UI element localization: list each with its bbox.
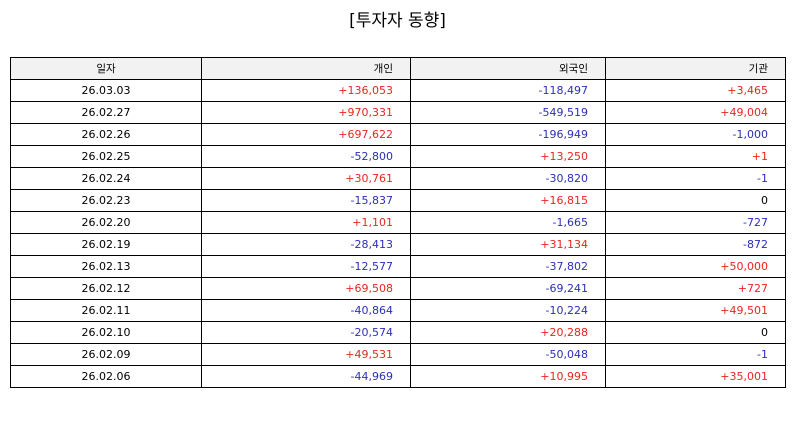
cell-institution: +35,001 (605, 365, 786, 388)
table-row: 26.02.10 -20,574 +20,288 0 (10, 321, 786, 344)
cell-institution: +727 (605, 277, 786, 300)
header-individual: 개인 (201, 57, 411, 80)
cell-date: 26.02.11 (10, 299, 202, 322)
table-row: 26.02.27 +970,331 -549,519 +49,004 (10, 101, 786, 124)
cell-foreign: +13,250 (410, 145, 606, 168)
cell-foreign: -30,820 (410, 167, 606, 190)
cell-individual: +30,761 (201, 167, 411, 190)
cell-foreign: -50,048 (410, 343, 606, 366)
cell-foreign: +31,134 (410, 233, 606, 256)
table-row: 26.02.26 +697,622 -196,949 -1,000 (10, 123, 786, 146)
cell-date: 26.02.19 (10, 233, 202, 256)
cell-institution: 0 (605, 189, 786, 212)
cell-foreign: -37,802 (410, 255, 606, 278)
table-header-row: 일자 개인 외국인 기관 (10, 57, 786, 80)
investor-trend-table: 일자 개인 외국인 기관 26.03.03 +136,053 -118,497 +3,… (10, 57, 786, 388)
cell-institution: +49,004 (605, 101, 786, 124)
cell-date: 26.02.09 (10, 343, 202, 366)
page-title: [투자자 동향] (349, 11, 446, 31)
cell-individual: -40,864 (201, 299, 411, 322)
table-row: 26.02.20 +1,101 -1,665 -727 (10, 211, 786, 234)
cell-date: 26.02.24 (10, 167, 202, 190)
cell-individual: -20,574 (201, 321, 411, 344)
cell-individual: -28,413 (201, 233, 411, 256)
cell-individual: +697,622 (201, 123, 411, 146)
table-row: 26.02.11 -40,864 -10,224 +49,501 (10, 299, 786, 322)
table-body: 26.03.03 +136,053 -118,497 +3,465 26.02.27 +9… (10, 79, 786, 388)
cell-individual: -12,577 (201, 255, 411, 278)
cell-institution: -872 (605, 233, 786, 256)
cell-institution: -727 (605, 211, 786, 234)
cell-date: 26.03.03 (10, 79, 202, 102)
cell-individual: +136,053 (201, 79, 411, 102)
cell-institution: +3,465 (605, 79, 786, 102)
cell-foreign: -1,665 (410, 211, 606, 234)
cell-foreign: +10,995 (410, 365, 606, 388)
cell-institution: +49,501 (605, 299, 786, 322)
cell-institution: 0 (605, 321, 786, 344)
cell-individual: +1,101 (201, 211, 411, 234)
table-row: 26.02.25 -52,800 +13,250 +1 (10, 145, 786, 168)
cell-institution: +50,000 (605, 255, 786, 278)
cell-date: 26.02.26 (10, 123, 202, 146)
cell-date: 26.02.10 (10, 321, 202, 344)
table-row: 26.02.19 -28,413 +31,134 -872 (10, 233, 786, 256)
header-foreign: 외국인 (410, 57, 606, 80)
header-institution: 기관 (605, 57, 786, 80)
cell-institution: -1,000 (605, 123, 786, 146)
cell-date: 26.02.13 (10, 255, 202, 278)
table-row: 26.02.24 +30,761 -30,820 -1 (10, 167, 786, 190)
cell-individual: +49,531 (201, 343, 411, 366)
cell-date: 26.02.12 (10, 277, 202, 300)
cell-foreign: +16,815 (410, 189, 606, 212)
table-row: 26.02.13 -12,577 -37,802 +50,000 (10, 255, 786, 278)
cell-foreign: +20,288 (410, 321, 606, 344)
table-row: 26.02.09 +49,531 -50,048 -1 (10, 343, 786, 366)
cell-foreign: -196,949 (410, 123, 606, 146)
table-row: 26.02.12 +69,508 -69,241 +727 (10, 277, 786, 300)
cell-date: 26.02.20 (10, 211, 202, 234)
cell-foreign: -118,497 (410, 79, 606, 102)
table-row: 26.03.03 +136,053 -118,497 +3,465 (10, 79, 786, 102)
cell-foreign: -10,224 (410, 299, 606, 322)
cell-individual: -15,837 (201, 189, 411, 212)
cell-individual: -52,800 (201, 145, 411, 168)
cell-individual: +69,508 (201, 277, 411, 300)
cell-institution: -1 (605, 167, 786, 190)
cell-date: 26.02.06 (10, 365, 202, 388)
cell-foreign: -549,519 (410, 101, 606, 124)
cell-date: 26.02.25 (10, 145, 202, 168)
cell-date: 26.02.23 (10, 189, 202, 212)
cell-individual: -44,969 (201, 365, 411, 388)
cell-date: 26.02.27 (10, 101, 202, 124)
cell-foreign: -69,241 (410, 277, 606, 300)
table-row: 26.02.23 -15,837 +16,815 0 (10, 189, 786, 212)
header-date: 일자 (10, 57, 202, 80)
cell-individual: +970,331 (201, 101, 411, 124)
cell-institution: +1 (605, 145, 786, 168)
cell-institution: -1 (605, 343, 786, 366)
table-row: 26.02.06 -44,969 +10,995 +35,001 (10, 365, 786, 388)
